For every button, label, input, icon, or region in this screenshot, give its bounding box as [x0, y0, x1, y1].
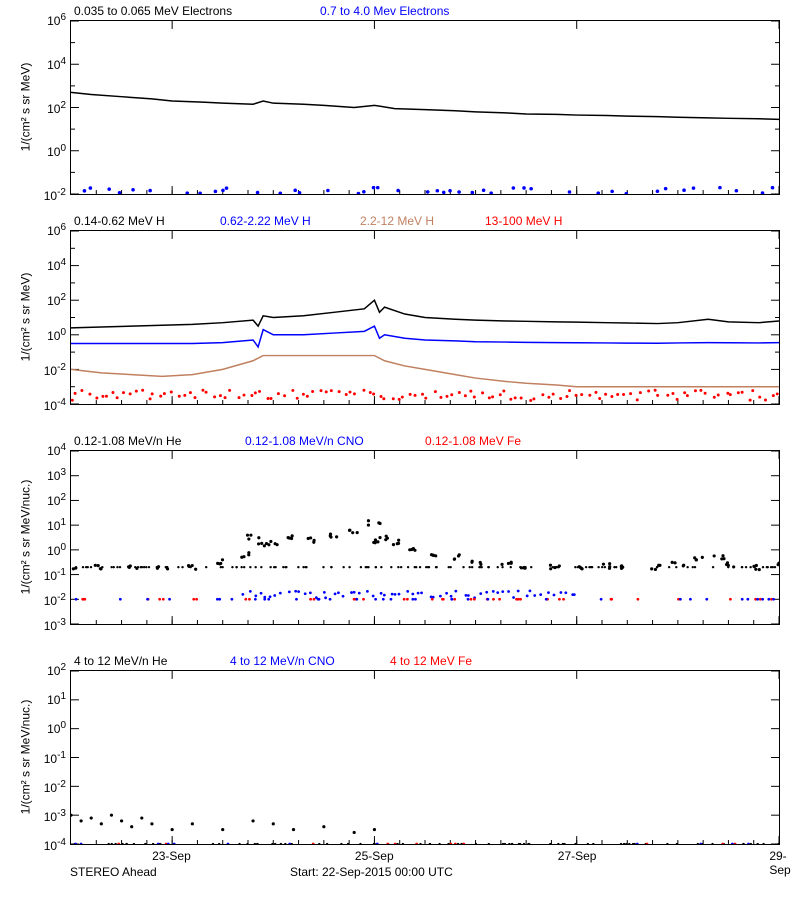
series-label: 4 to 12 MeV/n He [74, 654, 167, 668]
plot-area [70, 20, 780, 195]
series-label: 0.7 to 4.0 Mev Electrons [320, 4, 449, 18]
plot-svg [71, 231, 779, 404]
y-tick-label: 106 [47, 12, 66, 28]
plot-area [70, 230, 780, 405]
panel-1: 1/(cm² s sr MeV)0.14-0.62 MeV H0.62-2.22… [70, 230, 780, 405]
series-label: 0.12-1.08 MeV/n He [74, 434, 181, 448]
y-tick-label: 101 [47, 691, 66, 707]
y-tick-label: 104 [47, 442, 66, 458]
footer-center: Start: 22-Sep-2015 00:00 UTC [290, 865, 453, 879]
series-label: 2.2-12 MeV H [360, 214, 434, 228]
y-tick-label: 10-2 [44, 187, 66, 203]
series-label: 0.14-0.62 MeV H [74, 214, 165, 228]
x-tick-label: 23-Sep [152, 849, 191, 863]
x-tick-label: 25-Sep [355, 849, 394, 863]
y-tick-label: 100 [47, 143, 66, 159]
figure-container: 1/(cm² s sr MeV) 0.035 to 0.065 MeV Elect… [0, 0, 800, 900]
y-tick-label: 10-1 [44, 750, 66, 766]
series-label: 4 to 12 MeV/n CNO [230, 654, 335, 668]
series-label: 13-100 MeV H [485, 214, 562, 228]
plot-svg [71, 671, 779, 844]
y-tick-label: 103 [47, 467, 66, 483]
y-axis-label: 1/(cm² s sr MeV) [18, 19, 32, 194]
y-tick-label: 10-2 [44, 592, 66, 608]
y-tick-label: 10-3 [44, 617, 66, 633]
x-tick-label: 27-Sep [558, 849, 597, 863]
footer-left: STEREO Ahead [70, 865, 157, 879]
y-tick-label: 104 [47, 56, 66, 72]
series-label: 0.62-2.22 MeV H [220, 214, 311, 228]
y-tick-label: 106 [47, 222, 66, 238]
y-axis-label: 1/(cm² s sr MeV/nuc.) [18, 449, 32, 624]
x-tick-label: 29-Sep [769, 849, 790, 877]
series-label: 0.035 to 0.065 MeV Electrons [74, 4, 232, 18]
y-tick-label: 100 [47, 542, 66, 558]
plot-area [70, 450, 780, 625]
y-axis-label: 1/(cm² s sr MeV/nuc.) [18, 669, 32, 844]
y-tick-label: 102 [47, 662, 66, 678]
y-tick-label: 100 [47, 327, 66, 343]
panel-3: 1/(cm² s sr MeV/nuc.)4 to 12 MeV/n He4 t… [70, 670, 780, 845]
y-tick-label: 102 [47, 492, 66, 508]
panel-0: 1/(cm² s sr MeV)0.035 to 0.065 MeV Elect… [70, 20, 780, 195]
y-tick-label: 100 [47, 720, 66, 736]
plot-svg [71, 451, 779, 624]
series-label: 0.12-1.08 MeV/n CNO [245, 434, 364, 448]
plot-area [70, 670, 780, 845]
y-tick-label: 10-2 [44, 779, 66, 795]
y-tick-label: 10-3 [44, 808, 66, 824]
y-tick-label: 104 [47, 257, 66, 273]
y-tick-label: 10-2 [44, 362, 66, 378]
y-tick-label: 102 [47, 100, 66, 116]
series-label: 0.12-1.08 MeV Fe [425, 434, 521, 448]
y-tick-label: 10-4 [44, 397, 66, 413]
y-tick-label: 10-1 [44, 567, 66, 583]
y-tick-label: 102 [47, 292, 66, 308]
plot-svg [71, 21, 779, 194]
series-label: 4 to 12 MeV Fe [390, 654, 472, 668]
y-axis-label: 1/(cm² s sr MeV) [18, 229, 32, 404]
y-tick-label: 10-4 [44, 837, 66, 853]
y-tick-label: 101 [47, 517, 66, 533]
panel-2: 1/(cm² s sr MeV/nuc.)0.12-1.08 MeV/n He0… [70, 450, 780, 625]
